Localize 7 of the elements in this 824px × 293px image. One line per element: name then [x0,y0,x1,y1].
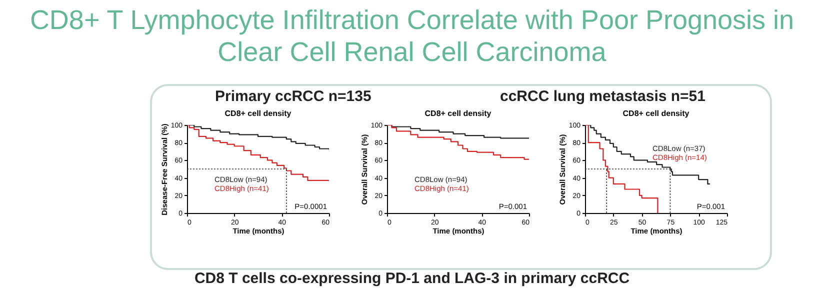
text: CD8 T cells co-expressing PD-1 and LAG-3 in primary ccRCC [193,270,631,287]
text: ccRCC lung metastasis n=51 [500,88,706,105]
chart-title: CD8+ cell density [424,109,492,118]
chart-title: CD8+ cell density [622,109,690,118]
chart-title: CD8+ cell density [224,109,292,118]
text: Primary ccRCC n=135 [215,88,372,105]
text: CD8+ T Lymphocyte Infiltration Correlate with Poor Prognosis in Clear Cell Renal Cell Carcinoma [28,4,796,68]
